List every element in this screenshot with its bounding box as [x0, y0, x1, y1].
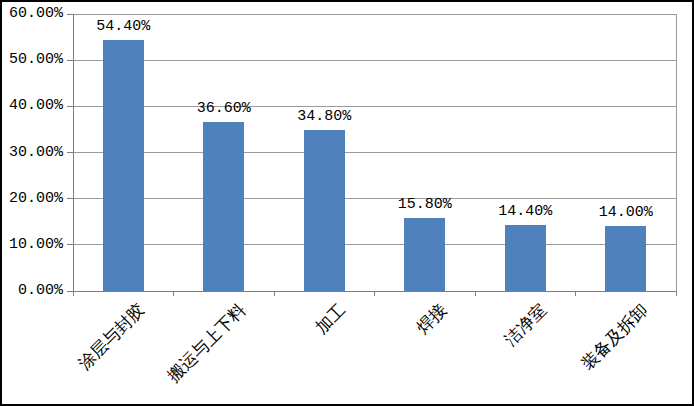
bar-value-label: 34.80% — [278, 108, 370, 126]
y-axis-tick-label: 20.00% — [2, 190, 63, 208]
gridline — [73, 60, 676, 61]
x-axis-tick-mark — [274, 291, 275, 296]
bar-value-label: 14.40% — [479, 203, 571, 221]
x-axis-tick-mark — [676, 291, 677, 296]
bar-value-label: 15.80% — [379, 196, 471, 214]
gridline — [73, 14, 676, 15]
gridline — [73, 244, 676, 245]
bar — [404, 218, 445, 291]
bar — [103, 40, 144, 291]
x-axis-tick-mark — [374, 291, 375, 296]
x-axis-category-label: 涂层与封胶 — [75, 300, 149, 374]
x-axis-category-label: 搬运与上下料 — [164, 300, 250, 386]
y-axis-tick-label: 40.00% — [2, 97, 63, 115]
y-axis-tick-label: 0.00% — [2, 282, 63, 300]
x-axis-category-label: 加工 — [312, 300, 349, 337]
y-axis-tick-label: 50.00% — [2, 51, 63, 69]
gridline — [73, 106, 676, 107]
bar — [203, 122, 244, 291]
x-axis-tick-mark — [475, 291, 476, 296]
y-axis-tick-label: 60.00% — [2, 5, 63, 23]
bar — [605, 226, 646, 291]
x-axis-tick-mark — [73, 291, 74, 296]
bar-value-label: 14.00% — [580, 204, 672, 222]
y-axis-tick-label: 10.00% — [2, 236, 63, 254]
plot-right-border — [676, 14, 677, 292]
y-axis-tick-label: 30.00% — [2, 144, 63, 162]
bar — [505, 225, 546, 291]
x-axis-category-label: 洁净室 — [501, 300, 550, 349]
bar-value-label: 36.60% — [178, 100, 270, 118]
x-axis-tick-mark — [173, 291, 174, 296]
x-axis-tick-mark — [575, 291, 576, 296]
gridline — [73, 198, 676, 199]
bar-chart: 60.00% 50.00% 40.00% 30.00% 20.00% 10.00% 0.00… — [0, 0, 694, 406]
y-axis-line — [73, 14, 74, 292]
x-axis-category-label: 装备及拆卸 — [578, 300, 652, 374]
gridline — [73, 152, 676, 153]
bar-value-label: 54.40% — [77, 18, 169, 36]
bar — [304, 130, 345, 291]
x-axis-category-label: 焊接 — [413, 300, 450, 337]
